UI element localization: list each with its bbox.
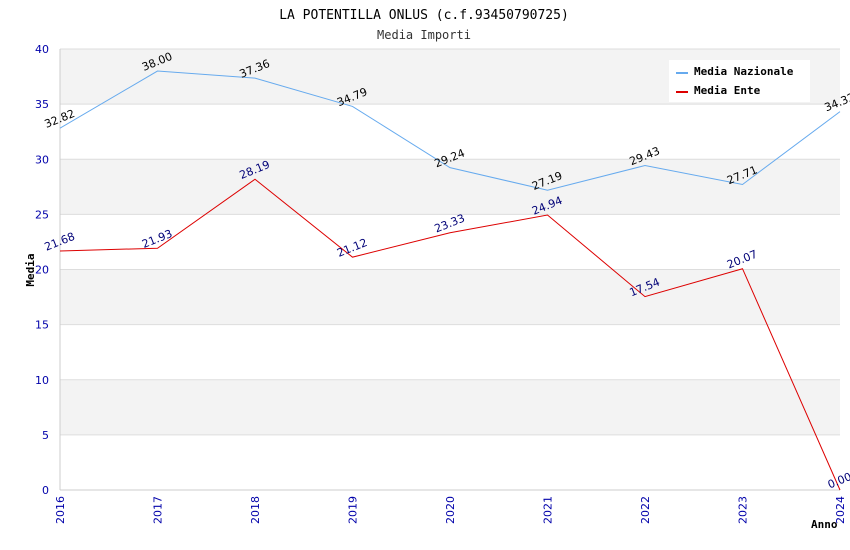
x-axis-title: Anno bbox=[811, 518, 838, 531]
y-tick-label: 35 bbox=[35, 98, 49, 111]
legend-box bbox=[669, 60, 810, 102]
x-tick-label: 2023 bbox=[737, 496, 750, 524]
x-axis-ticks: 2016 2017 2018 2019 2020 2021 2022 2023 2024 bbox=[54, 496, 847, 524]
legend-label-media-ente: Media Ente bbox=[694, 84, 761, 97]
grid-band bbox=[60, 269, 840, 325]
grid-bands bbox=[60, 49, 840, 490]
chart-title: LA POTENTILLA ONLUS (c.f.93450790725) bbox=[279, 8, 569, 23]
grid-band bbox=[60, 214, 840, 270]
x-tick-label: 2020 bbox=[444, 496, 457, 524]
legend: Media Nazionale Media Ente bbox=[669, 60, 810, 102]
y-tick-label: 5 bbox=[42, 429, 49, 442]
series-line-media-ente bbox=[59, 178, 841, 491]
y-tick-label: 0 bbox=[42, 484, 49, 497]
y-tick-label: 30 bbox=[35, 153, 49, 166]
series-line-media-nazionale bbox=[59, 70, 841, 191]
y-tick-label: 20 bbox=[35, 264, 49, 277]
y-axis-title: Media bbox=[24, 253, 37, 286]
y-tick-label: 10 bbox=[35, 374, 49, 387]
y-tick-label: 40 bbox=[35, 43, 49, 56]
x-tick-label: 2021 bbox=[542, 496, 555, 524]
x-tick-label: 2016 bbox=[54, 496, 67, 524]
series-lines bbox=[59, 70, 841, 491]
grid-band bbox=[60, 324, 840, 380]
x-tick-label: 2019 bbox=[347, 496, 360, 524]
grid-band bbox=[60, 434, 840, 490]
x-tick-label: 2024 bbox=[834, 496, 847, 524]
x-tick-label: 2022 bbox=[639, 496, 652, 524]
y-tick-label: 15 bbox=[35, 319, 49, 332]
y-tick-label: 25 bbox=[35, 208, 49, 221]
x-tick-label: 2018 bbox=[249, 496, 262, 524]
x-tick-label: 2017 bbox=[152, 496, 165, 524]
y-axis-ticks: 0 5 10 15 20 25 30 35 40 bbox=[35, 43, 49, 497]
grid-band bbox=[60, 159, 840, 215]
legend-label-media-nazionale: Media Nazionale bbox=[694, 65, 794, 78]
grid-band bbox=[60, 104, 840, 160]
chart-subtitle: Media Importi bbox=[377, 28, 471, 42]
grid-band bbox=[60, 379, 840, 435]
